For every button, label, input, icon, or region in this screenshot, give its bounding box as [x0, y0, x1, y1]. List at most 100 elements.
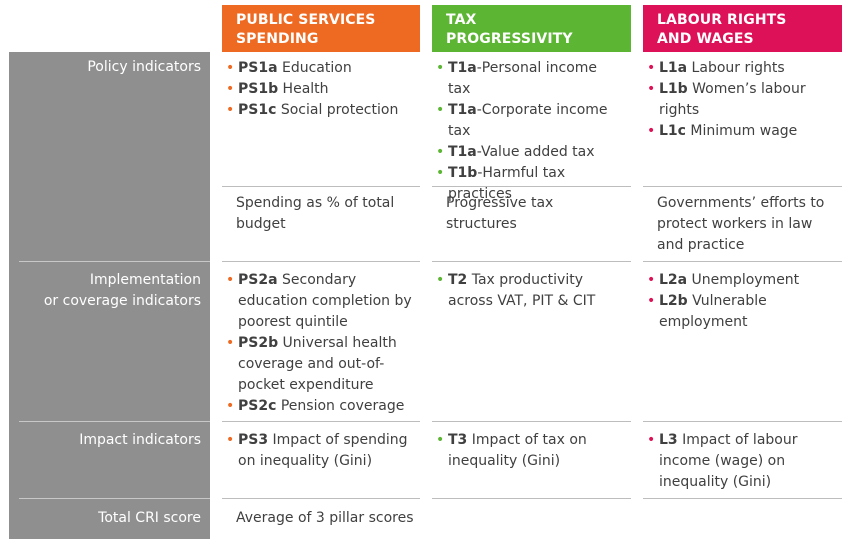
indicator-text: -Personal income tax — [448, 60, 598, 97]
cell-impact-tax: T3 Impact of tax on inequality (Gini) — [436, 430, 606, 472]
cell-impact-public-services: PS3 Impact of spending on inequality (Gi… — [226, 430, 412, 472]
indicator-code: L3 — [659, 432, 678, 448]
row-label-implementation-indicators: Implementation or coverage indicators — [9, 270, 201, 312]
divider — [222, 498, 420, 499]
indicator-code: T1b — [448, 165, 478, 181]
indicator-item: T1a-Corporate income tax — [436, 100, 622, 142]
indicator-text: Health — [278, 81, 329, 97]
indicator-text: Impact of tax on inequality (Gini) — [448, 432, 587, 469]
indicator-text: Education — [277, 60, 352, 76]
indicator-text: Unemployment — [687, 272, 800, 288]
indicator-item: PS2c Pension coverage — [226, 396, 412, 417]
policy-note-labour: Governments’ efforts to protect workers … — [657, 195, 825, 253]
indicator-text: Minimum wage — [685, 123, 798, 139]
indicator-item: L1b Women’s labour rights — [647, 79, 837, 121]
policy-note-public-services: Spending as % of total budget — [236, 195, 395, 232]
indicator-text: Universal health coverage and out-of-poc… — [238, 335, 397, 393]
indicator-item: L2b Vulnerable employment — [647, 291, 837, 333]
indicator-code: T1a — [448, 102, 477, 118]
indicator-item: T1b-Harmful tax practices — [436, 163, 622, 205]
divider — [643, 186, 842, 187]
indicator-text: -Value added tax — [476, 144, 595, 160]
cell-implementation-labour: L2a Unemployment L2b Vulnerable employme… — [647, 270, 837, 333]
divider — [643, 261, 842, 262]
indicator-item: T1a-Value added tax — [436, 142, 622, 163]
indicator-item: PS3 Impact of spending on inequality (Gi… — [226, 430, 412, 472]
row-label-line: Policy indicators — [87, 59, 201, 75]
row-label-line: Total CRI score — [98, 510, 201, 526]
cell-impact-labour: L3 Impact of labour income (wage) on ine… — [647, 430, 817, 493]
divider — [222, 421, 420, 422]
header-public-services-spending: PUBLIC SERVICES SPENDING — [222, 5, 420, 52]
indicator-text: Social protection — [276, 102, 399, 118]
indicator-item: L1c Minimum wage — [647, 121, 837, 142]
indicator-code: L2b — [659, 293, 688, 309]
indicator-text: Vulnerable employment — [659, 293, 767, 330]
indicator-text: Women’s labour rights — [659, 81, 806, 118]
cell-policy-labour: L1a Labour rights L1b Women’s labour rig… — [647, 58, 837, 142]
header-line: PROGRESSIVITY — [446, 31, 573, 47]
row-label-line: or coverage indicators — [43, 293, 201, 309]
indicator-code: PS2a — [238, 272, 278, 288]
indicator-item: T2 Tax productivity across VAT, PIT & CI… — [436, 270, 626, 312]
divider — [432, 261, 631, 262]
indicator-item: PS2a Secondary education completion by p… — [226, 270, 412, 333]
indicator-text: Tax productivity across VAT, PIT & CIT — [448, 272, 596, 309]
indicator-code: T1a — [448, 60, 477, 76]
indicator-item: T3 Impact of tax on inequality (Gini) — [436, 430, 606, 472]
indicator-code: T1a — [448, 144, 477, 160]
indicator-text: Labour rights — [687, 60, 785, 76]
row-label-policy-indicators: Policy indicators — [9, 57, 201, 78]
cell-policy-tax: T1a-Personal income tax T1a-Corporate in… — [436, 58, 622, 205]
header-line: TAX — [446, 12, 477, 28]
divider — [643, 421, 842, 422]
indicator-item: PS1a Education — [226, 58, 416, 79]
indicator-code: PS3 — [238, 432, 269, 448]
indicator-code: PS2b — [238, 335, 279, 351]
indicator-text: -Corporate income tax — [448, 102, 608, 139]
indicator-item: L3 Impact of labour income (wage) on ine… — [647, 430, 817, 493]
indicator-item: T1a-Personal income tax — [436, 58, 622, 100]
indicator-code: L2a — [659, 272, 688, 288]
indicator-item: L2a Unemployment — [647, 270, 837, 291]
divider — [19, 498, 210, 499]
indicator-code: PS1a — [238, 60, 278, 76]
divider — [19, 261, 210, 262]
indicator-code: T2 — [448, 272, 468, 288]
divider — [222, 186, 420, 187]
row-label-panel — [9, 52, 210, 539]
header-tax-progressivity: TAX PROGRESSIVITY — [432, 5, 631, 52]
divider — [432, 421, 631, 422]
indicator-item: L1a Labour rights — [647, 58, 837, 79]
row-label-impact-indicators: Impact indicators — [9, 430, 201, 451]
cell-policy-public-services: PS1a Education PS1b Health PS1c Social p… — [226, 58, 416, 121]
header-line: PUBLIC SERVICES — [236, 12, 376, 28]
row-label-line: Impact indicators — [79, 432, 201, 448]
indicator-code: PS2c — [238, 398, 277, 414]
indicator-code: L1c — [659, 123, 686, 139]
indicator-code: PS1b — [238, 81, 279, 97]
indicator-text: Secondary education completion by poores… — [238, 272, 412, 330]
header-line: AND WAGES — [657, 31, 754, 47]
indicator-code: L1b — [659, 81, 688, 97]
header-labour-rights-and-wages: LABOUR RIGHTS AND WAGES — [643, 5, 842, 52]
indicator-text: Impact of spending on inequality (Gini) — [238, 432, 408, 469]
divider — [222, 261, 420, 262]
row-label-total-cri-score: Total CRI score — [9, 508, 201, 529]
header-line: SPENDING — [236, 31, 319, 47]
indicator-item: PS2b Universal health coverage and out-o… — [226, 333, 412, 396]
total-cri-score-value: Average of 3 pillar scores — [236, 510, 414, 526]
indicator-item: PS1b Health — [226, 79, 416, 100]
divider — [19, 421, 210, 422]
cell-implementation-tax: T2 Tax productivity across VAT, PIT & CI… — [436, 270, 626, 312]
divider — [643, 498, 842, 499]
indicator-code: L1a — [659, 60, 688, 76]
indicator-text: Impact of labour income (wage) on inequa… — [659, 432, 798, 490]
indicator-item: PS1c Social protection — [226, 100, 416, 121]
policy-note-tax: Progressive tax structures — [446, 195, 554, 232]
indicator-code: T3 — [448, 432, 468, 448]
cell-implementation-public-services: PS2a Secondary education completion by p… — [226, 270, 412, 417]
indicator-text: Pension coverage — [276, 398, 405, 414]
header-line: LABOUR RIGHTS — [657, 12, 787, 28]
